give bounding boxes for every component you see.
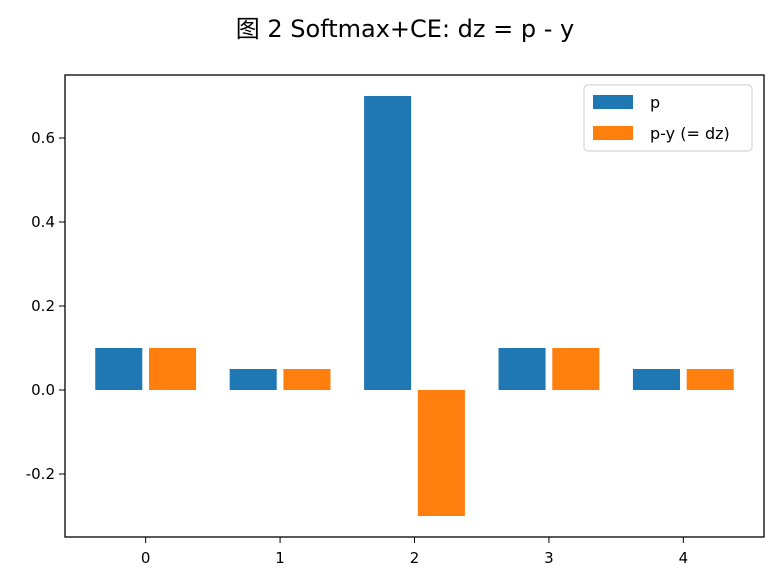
bar-series1-cat3 <box>552 348 600 390</box>
legend-swatch-p-y <box>593 126 633 140</box>
x-tick-label: 0 <box>141 549 151 567</box>
x-tick-label: 3 <box>544 549 554 567</box>
bars-group <box>95 96 734 516</box>
y-tick-label: 0.0 <box>31 381 55 399</box>
y-axis: -0.2 0.0 0.2 0.4 0.6 <box>26 129 65 483</box>
x-axis: 0 1 2 3 4 <box>141 537 688 567</box>
bar-series0-cat2 <box>364 96 412 390</box>
legend: p p-y (= dz) <box>583 84 753 152</box>
y-tick-label: 0.4 <box>31 213 55 231</box>
chart-title: 图 2 Softmax+CE: dz = p - y <box>236 15 574 43</box>
plot-frame <box>64 74 765 538</box>
bar-series1-cat4 <box>686 369 734 390</box>
bar-series1-cat1 <box>283 369 331 390</box>
x-tick-label: 1 <box>275 549 285 567</box>
legend-label-p-y: p-y (= dz) <box>650 124 730 143</box>
x-tick-label: 2 <box>410 549 420 567</box>
legend-swatch-p <box>593 95 633 109</box>
bar-series1-cat0 <box>149 348 197 390</box>
bar-series0-cat0 <box>95 348 143 390</box>
bar-series0-cat3 <box>498 348 546 390</box>
bar-series0-cat4 <box>632 369 680 390</box>
legend-label-p: p <box>650 93 660 112</box>
y-tick-label: -0.2 <box>26 465 55 483</box>
bar-series1-cat2 <box>417 390 465 516</box>
y-tick-label: 0.2 <box>31 297 55 315</box>
x-tick-label: 4 <box>679 549 689 567</box>
bar-series0-cat1 <box>229 369 277 390</box>
y-tick-label: 0.6 <box>31 129 55 147</box>
